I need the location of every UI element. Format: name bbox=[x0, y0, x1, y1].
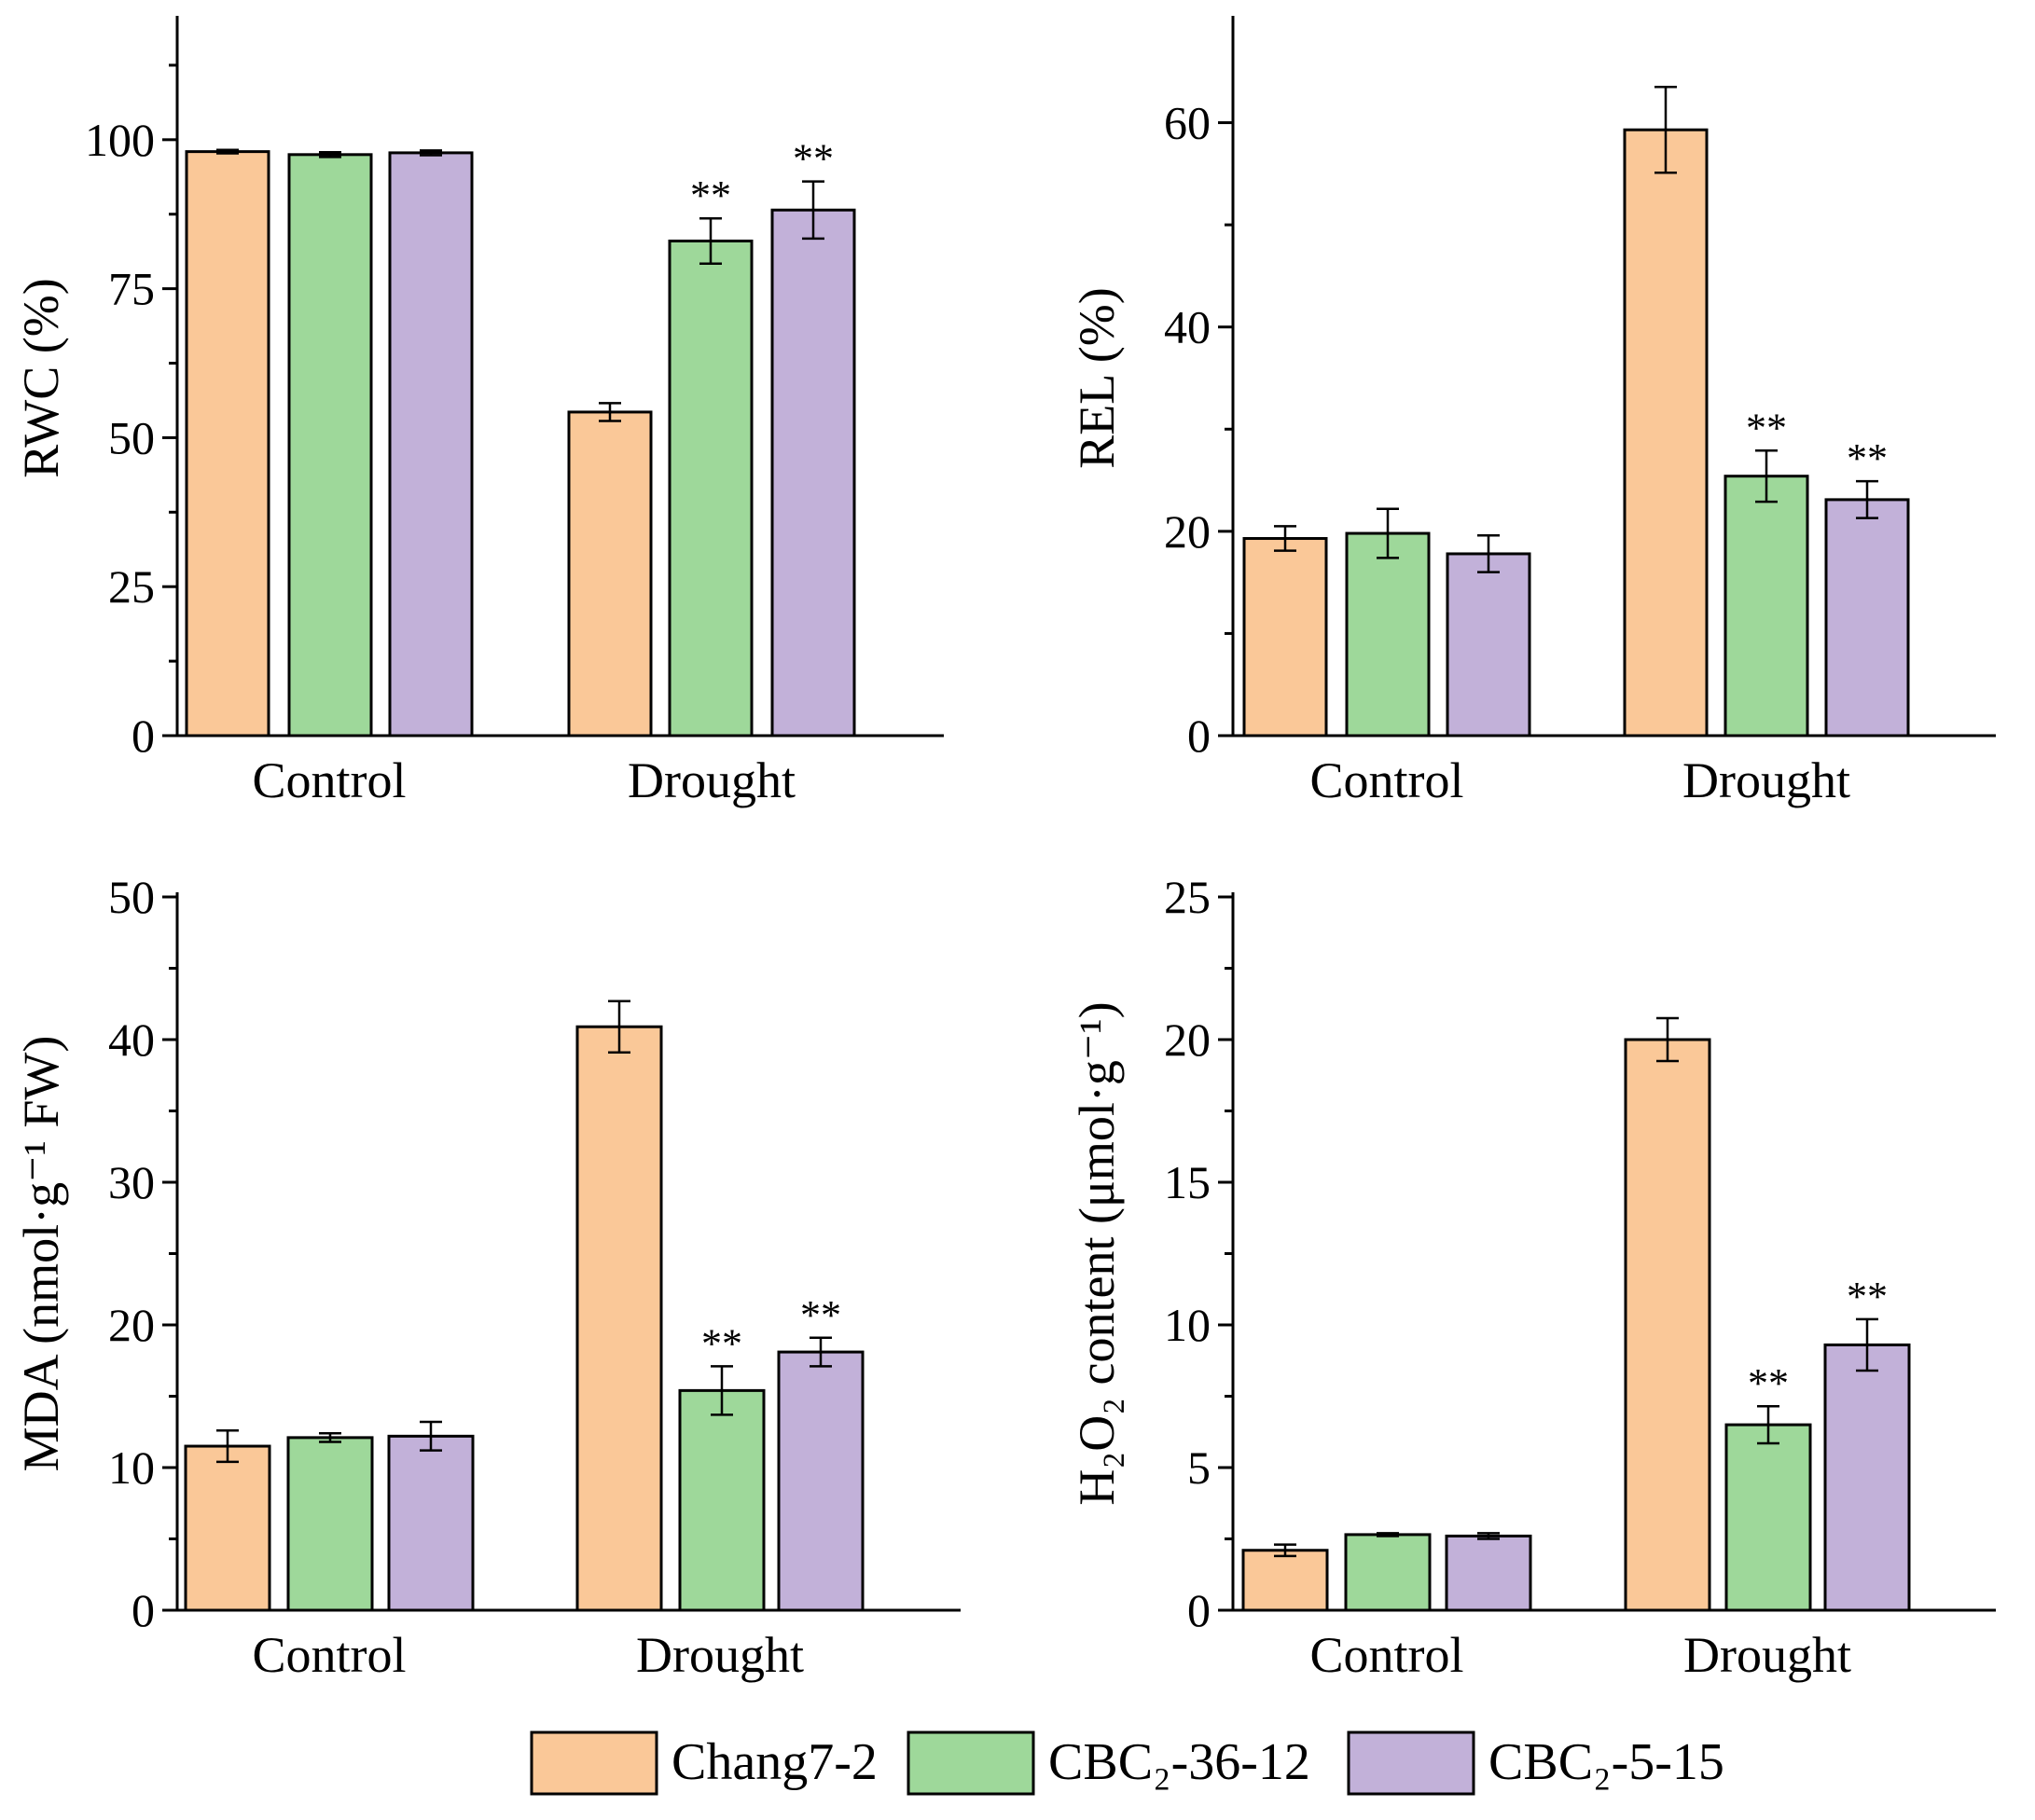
bar-cbc-36-12-control bbox=[286, 1436, 374, 1612]
bar-cbc-36-12-control bbox=[287, 153, 373, 738]
bar-cbc-5-15-drought bbox=[1823, 1343, 1911, 1612]
y-tick-label: 20 bbox=[1164, 505, 1211, 558]
category-label-drought: Drought bbox=[1682, 752, 1850, 808]
bar-chang7-2-drought bbox=[1623, 128, 1709, 738]
category-label-drought: Drought bbox=[628, 752, 796, 808]
legend-label-cbc2-36-12: CBC₂-36-12 bbox=[1048, 1733, 1310, 1791]
bar-chang7-2-drought bbox=[567, 410, 653, 738]
y-tick-label: 40 bbox=[108, 1013, 155, 1066]
y-tick-label: 10 bbox=[108, 1441, 155, 1494]
y-tick-label: 25 bbox=[1164, 871, 1211, 923]
bar-chang7-2-drought bbox=[575, 1025, 663, 1612]
bar-cbc-36-12-drought bbox=[1724, 1423, 1812, 1612]
category-label-drought: Drought bbox=[1683, 1627, 1851, 1683]
chart-panel-bottom-right: ** ** 0 5 10 15 20 25 Control Drought H₂O₂ content… bbox=[1069, 871, 1996, 1683]
bar-chang7-2-control bbox=[184, 1444, 271, 1612]
y-tick-label: 60 bbox=[1164, 97, 1211, 149]
category-label-drought: Drought bbox=[636, 1627, 804, 1683]
y-tick-label: 0 bbox=[132, 710, 155, 762]
y-axis-title: MDA (nmol·g⁻¹ FW) bbox=[13, 1036, 69, 1472]
y-tick-label: 0 bbox=[1187, 710, 1211, 762]
chart-panel-top-left: ** ** 0 25 50 75 100 Control Drought RWC (%) bbox=[13, 16, 944, 808]
significance-mark-cbc-5-15-drought: ** bbox=[793, 136, 834, 182]
bar-cbc-36-12-drought bbox=[668, 239, 754, 738]
significance-mark-cbc-5-15-drought: ** bbox=[1847, 1274, 1888, 1319]
significance-mark-cbc-36-12-drought: ** bbox=[701, 1320, 742, 1366]
y-tick-label: 20 bbox=[108, 1299, 155, 1351]
chart-panel-bottom-left: ** ** 0 10 20 30 40 50 Control Drought MDA (nmol·g… bbox=[13, 871, 961, 1683]
y-tick-label: 0 bbox=[1187, 1584, 1211, 1636]
bar-cbc-5-15-drought bbox=[770, 208, 856, 738]
y-tick-label: 20 bbox=[1164, 1013, 1211, 1066]
bar-chang7-2-control bbox=[1241, 1549, 1329, 1612]
significance-mark-cbc-36-12-drought: ** bbox=[1748, 1360, 1789, 1406]
legend-swatch-cbc2-36-12 bbox=[907, 1730, 1035, 1796]
legend-swatch-cbc2-5-15 bbox=[1347, 1730, 1475, 1796]
bar-chang7-2-control bbox=[1242, 537, 1328, 738]
y-axis-title: RWC (%) bbox=[13, 278, 69, 477]
bar-cbc-5-15-control bbox=[387, 1434, 475, 1612]
bar-cbc-36-12-control bbox=[1345, 531, 1431, 738]
y-tick-label: 30 bbox=[108, 1156, 155, 1208]
y-tick-label: 0 bbox=[132, 1584, 155, 1636]
legend-label-chang7-2: Chang7-2 bbox=[671, 1733, 878, 1791]
bar-cbc-5-15-drought bbox=[777, 1350, 865, 1612]
bar-cbc-5-15-control bbox=[388, 151, 474, 738]
significance-mark-cbc-5-15-drought: ** bbox=[1847, 435, 1888, 481]
y-tick-label: 100 bbox=[85, 114, 155, 166]
category-label-control: Control bbox=[1309, 752, 1463, 808]
bar-cbc-36-12-drought bbox=[678, 1388, 766, 1612]
significance-mark-cbc-36-12-drought: ** bbox=[1746, 405, 1787, 450]
y-tick-label: 5 bbox=[1187, 1441, 1211, 1494]
category-label-control: Control bbox=[252, 1627, 406, 1683]
y-axis-title: H₂O₂ content (μmol·g⁻¹) bbox=[1069, 1001, 1125, 1505]
legend: Chang7-2 CBC₂-36-12 CBC₂-5-15 bbox=[530, 1730, 1724, 1796]
bar-cbc-36-12-drought bbox=[1724, 475, 1809, 738]
y-tick-label: 50 bbox=[108, 411, 155, 463]
bar-chang7-2-control bbox=[185, 150, 270, 738]
legend-swatch-chang7-2 bbox=[530, 1730, 658, 1796]
bar-cbc-5-15-drought bbox=[1824, 498, 1910, 738]
y-tick-label: 25 bbox=[108, 560, 155, 613]
chart-panel-top-right: ** ** 0 20 40 60 Control Drought REL (%) bbox=[1069, 16, 1996, 808]
bar-chang7-2-drought bbox=[1624, 1038, 1711, 1612]
y-tick-label: 15 bbox=[1164, 1156, 1211, 1208]
category-label-control: Control bbox=[1309, 1627, 1463, 1683]
y-tick-label: 75 bbox=[108, 263, 155, 315]
legend-label-cbc2-5-15: CBC₂-5-15 bbox=[1488, 1733, 1724, 1791]
y-axis-title: REL (%) bbox=[1069, 287, 1125, 468]
category-label-control: Control bbox=[252, 752, 406, 808]
bar-cbc-5-15-control bbox=[1445, 1534, 1532, 1612]
bar-cbc-5-15-control bbox=[1446, 552, 1531, 738]
bar-cbc-36-12-control bbox=[1344, 1533, 1432, 1612]
y-tick-label: 50 bbox=[108, 871, 155, 923]
significance-mark-cbc-36-12-drought: ** bbox=[690, 172, 731, 218]
y-tick-label: 40 bbox=[1164, 301, 1211, 353]
y-tick-label: 10 bbox=[1164, 1299, 1211, 1351]
significance-mark-cbc-5-15-drought: ** bbox=[800, 1292, 841, 1338]
